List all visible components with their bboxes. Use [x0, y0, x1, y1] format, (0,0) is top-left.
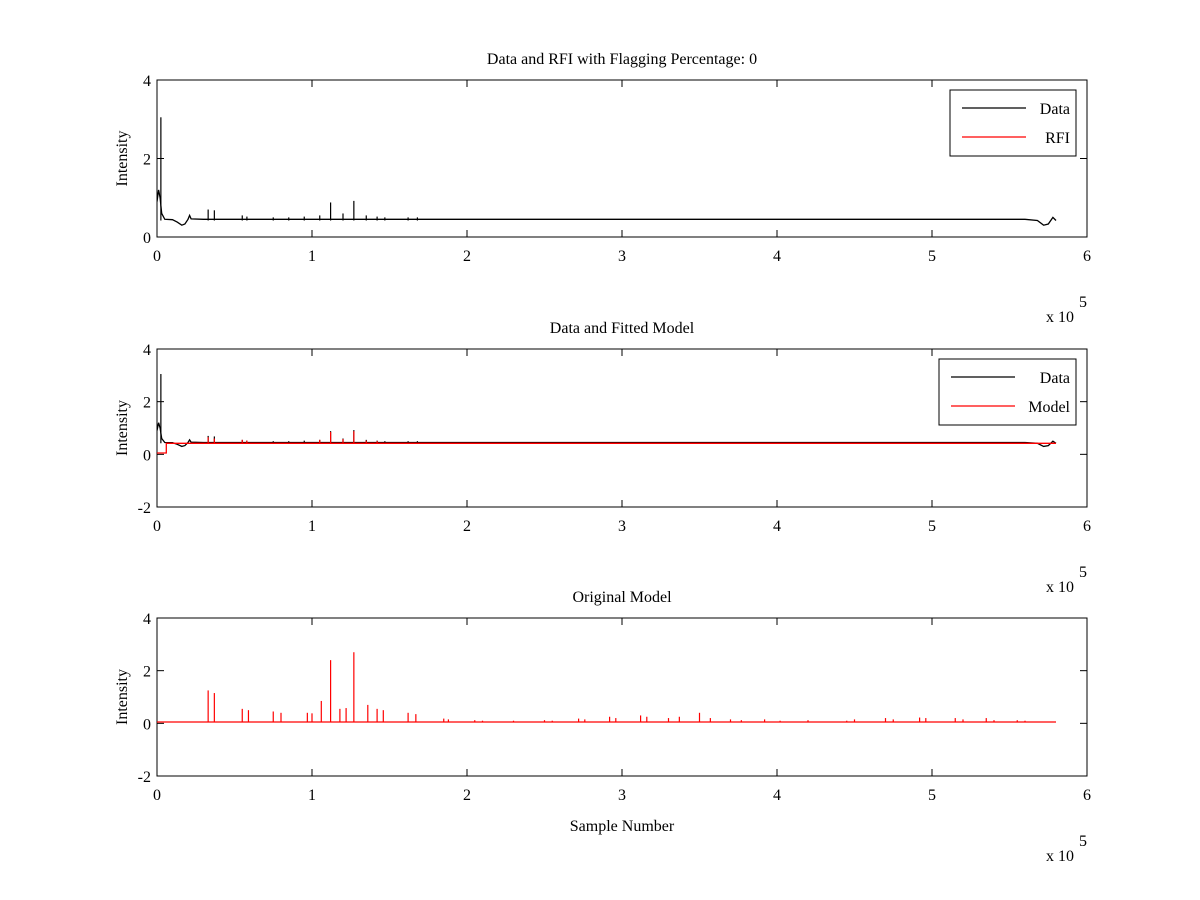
- x-multiplier-label: x 10: [1046, 579, 1074, 596]
- y-tick-label: 2: [143, 664, 151, 681]
- axes-box: [156, 79, 1088, 238]
- y-tick-label: 4: [143, 611, 151, 628]
- x-tick-label: 5: [928, 787, 936, 804]
- y-tick-label: 0: [143, 716, 151, 733]
- legend-entry-label: Data: [1040, 370, 1070, 387]
- x-tick-label: 1: [308, 787, 316, 804]
- x-multiplier-exponent: 5: [1079, 564, 1087, 581]
- x-tick-label: 1: [308, 248, 316, 265]
- x-tick-label: 0: [153, 787, 161, 804]
- x-tick-label: 6: [1083, 248, 1091, 265]
- legend-box: [949, 89, 1077, 157]
- chart-title: Data and RFI with Flagging Percentage: 0: [487, 51, 757, 68]
- x-tick-label: 1: [308, 518, 316, 535]
- x-tick-label: 6: [1083, 518, 1091, 535]
- x-tick-label: 3: [618, 787, 626, 804]
- y-axis-label: Intensity: [114, 669, 131, 725]
- series-line-data: [157, 189, 1057, 226]
- x-tick-label: 4: [773, 248, 781, 265]
- y-tick-label: 2: [143, 152, 151, 169]
- y-tick-label: 0: [143, 447, 151, 464]
- x-tick-label: 6: [1083, 787, 1091, 804]
- legend: Data Model: [938, 358, 1077, 426]
- y-tick-label: 2: [143, 395, 151, 412]
- y-tick-label: 0: [143, 230, 151, 247]
- x-tick-label: 5: [928, 248, 936, 265]
- legend-entry-label: Data: [1040, 101, 1070, 118]
- x-axis-label: Sample Number: [570, 818, 675, 835]
- subplot-1: 0 1 2 3 4 5 6 0 2 4 Data and RFI with Flagging Per…: [114, 51, 1091, 326]
- y-tick-label: 4: [143, 342, 151, 359]
- x-tick-label: 2: [463, 518, 471, 535]
- axes-box: [156, 348, 1088, 508]
- plot-area: [157, 374, 1057, 454]
- x-tick-label: 2: [463, 787, 471, 804]
- x-tick-label: 3: [618, 248, 626, 265]
- x-tick-label: 0: [153, 518, 161, 535]
- legend-box: [938, 358, 1077, 426]
- x-tick-label: 0: [153, 248, 161, 265]
- legend-entry-label: Model: [1028, 399, 1070, 416]
- y-tick-label: 4: [143, 73, 151, 90]
- x-multiplier-label: x 10: [1046, 848, 1074, 865]
- chart-title: Data and Fitted Model: [550, 320, 695, 337]
- axes-box: [156, 617, 1088, 777]
- y-tick-label: -2: [138, 500, 151, 517]
- legend-entry-label: RFI: [1045, 130, 1070, 147]
- plot-area: [157, 117, 1057, 226]
- x-multiplier-exponent: 5: [1079, 294, 1087, 311]
- x-tick-label: 4: [773, 787, 781, 804]
- x-multiplier-label: x 10: [1046, 309, 1074, 326]
- chart-title: Original Model: [572, 589, 672, 606]
- x-tick-label: 5: [928, 518, 936, 535]
- y-tick-label: -2: [138, 769, 151, 786]
- plot-area: [157, 652, 1056, 723]
- x-tick-label: 4: [773, 518, 781, 535]
- series-line-model: [157, 442, 1056, 454]
- x-multiplier-exponent: 5: [1079, 833, 1087, 850]
- y-axis-label: Intensity: [114, 400, 131, 456]
- x-tick-label: 2: [463, 248, 471, 265]
- x-tick-label: 3: [618, 518, 626, 535]
- y-axis-label: Intensity: [114, 131, 131, 187]
- legend: Data RFI: [949, 89, 1077, 157]
